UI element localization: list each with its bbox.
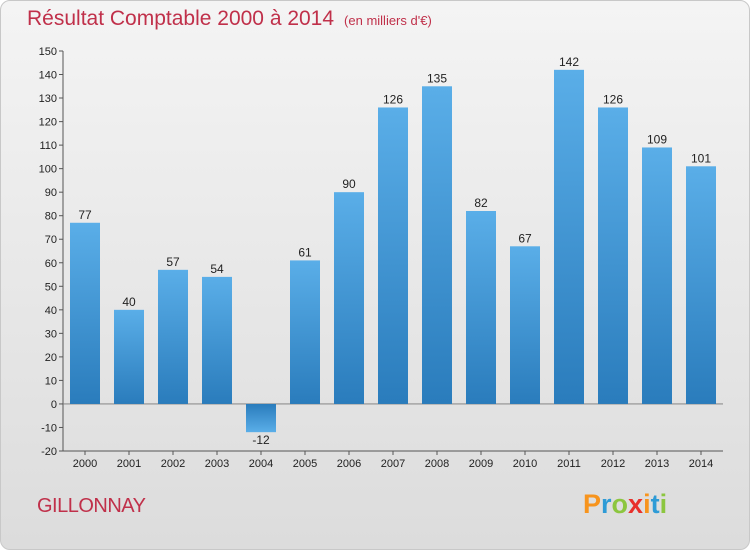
bar [114,309,144,404]
bar [642,147,672,404]
y-tick-label: 100 [39,164,57,176]
y-tick-label: -20 [41,446,57,458]
y-tick-label: 0 [51,399,57,411]
y-tick-label: 10 [45,375,57,387]
data-label: 67 [518,231,532,245]
x-tick-label: 2013 [645,458,669,470]
data-label: -12 [252,433,270,447]
x-tick-label: 2007 [381,458,405,470]
y-tick-label: 70 [45,234,57,246]
x-tick-label: 2009 [469,458,493,470]
y-tick-label: 140 [39,70,57,82]
bar [422,86,452,404]
chart-title-text: Résultat Comptable 2000 à 2014 [27,7,335,30]
y-tick-label: 90 [45,187,57,199]
x-tick-label: 2014 [689,458,713,470]
chart-unit: (en milliers d'€) [344,13,432,28]
bar [158,269,188,404]
commune-name: GILLONNAY [37,495,146,517]
x-tick-label: 2008 [425,458,449,470]
bar [70,222,100,404]
x-tick-label: 2004 [249,458,273,470]
logo-letter: i [643,489,651,519]
data-label: 135 [427,71,447,85]
logo-letter: P [583,489,602,519]
x-tick-label: 2005 [293,458,317,470]
data-label: 54 [210,262,224,276]
bar [686,166,716,404]
chart-title: Résultat Comptable 2000 à 2014 (en millie… [27,7,432,31]
data-label: 77 [78,208,92,222]
logo-letter: r [601,489,612,519]
bar [334,192,364,404]
data-label: 126 [603,92,623,106]
data-label: 142 [559,55,579,69]
x-tick-label: 2012 [601,458,625,470]
x-tick-label: 2002 [161,458,185,470]
y-tick-label: 120 [39,117,57,129]
proxiti-logo[interactable]: Proxiti [583,489,667,520]
data-label: 90 [342,177,356,191]
y-tick-label: 110 [39,140,57,152]
data-label: 40 [122,295,136,309]
data-label: 61 [298,245,312,259]
logo-letter: o [611,489,629,519]
bar [598,107,628,404]
bar [202,276,232,404]
y-tick-label: 80 [45,211,57,223]
y-tick-label: 130 [39,93,57,105]
data-label: 126 [383,92,403,106]
data-label: 109 [647,132,667,146]
y-tick-label: 50 [45,281,57,293]
data-label: 101 [691,151,711,165]
y-tick-label: 150 [39,46,57,58]
x-tick-label: 2006 [337,458,361,470]
y-tick-label: 60 [45,258,57,270]
x-tick-label: 2000 [73,458,97,470]
bar [466,211,496,404]
y-tick-label: 30 [45,328,57,340]
logo-letter: x [628,489,644,519]
x-tick-label: 2010 [513,458,537,470]
x-tick-label: 2011 [557,458,581,470]
y-tick-label: -10 [41,422,57,434]
bar [290,260,320,404]
bar [378,107,408,404]
data-label: 82 [474,196,488,210]
bar [554,69,584,404]
logo-letter: t [650,489,660,519]
chart-bars [70,69,716,433]
y-tick-label: 20 [45,352,57,364]
x-tick-label: 2003 [205,458,229,470]
y-tick-label: 40 [45,305,57,317]
x-tick-label: 2001 [117,458,141,470]
chart-labels: 2000 77 2001 40 2002 57 2003 54 2004 -12 2005 61 200… [73,55,713,470]
bar [246,403,276,433]
bar [510,246,540,404]
logo-letter: i [659,489,668,519]
data-label: 57 [166,255,180,269]
